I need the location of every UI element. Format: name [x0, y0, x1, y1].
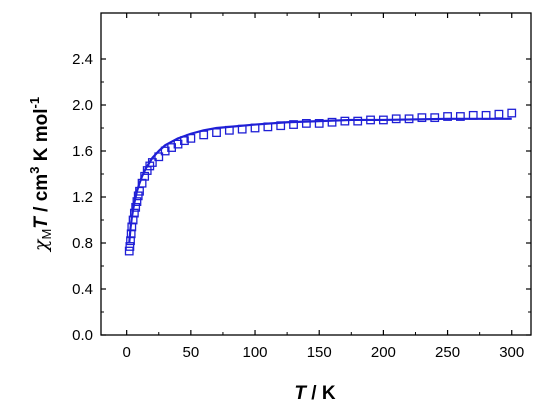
x-axis-unit: / K — [306, 383, 336, 404]
data-point — [455, 112, 465, 121]
y-axis-superscript-2: -1 — [27, 97, 42, 109]
y-tick-label: 1.6 — [72, 143, 93, 160]
data-point — [199, 130, 209, 140]
data-point — [289, 120, 298, 129]
y-tick-label: 0.8 — [72, 235, 93, 252]
data-point — [154, 152, 164, 162]
y-tick-label: 2.0 — [72, 97, 93, 114]
y-axis-symbol: χ — [30, 238, 52, 253]
y-tick-label: 2.4 — [72, 51, 93, 68]
x-tick-label: 50 — [183, 344, 200, 361]
data-point — [507, 108, 517, 118]
data-point — [129, 208, 139, 218]
data-point — [327, 117, 337, 127]
x-tick-label: 250 — [435, 344, 460, 361]
x-tick-label: 0 — [122, 344, 130, 361]
y-axis-title: χMT / cm3 K mol-1 — [27, 97, 54, 253]
data-point — [131, 202, 141, 212]
x-axis-title: T / K — [294, 383, 335, 404]
data-point — [494, 109, 504, 119]
data-point — [353, 116, 363, 126]
x-tick-label: 100 — [243, 344, 268, 361]
data-point — [132, 197, 142, 207]
y-tick-label: 1.2 — [72, 189, 93, 206]
data-point — [301, 119, 311, 128]
data-point — [212, 128, 221, 138]
y-axis-unit-2: K mol — [31, 108, 52, 166]
tick-labels: 0 50 100 150 200 250 300 0.0 0.4 0.8 1.2 1.6 2.0 2.4 — [72, 51, 524, 361]
y-axis-subscript: M — [39, 229, 54, 240]
y-axis-superscript-1: 3 — [27, 167, 42, 174]
axis-ticks — [101, 13, 531, 336]
data-point — [133, 191, 143, 201]
y-tick-label: 0.0 — [72, 327, 93, 344]
x-axis-variable: T — [294, 383, 307, 404]
data-point — [430, 113, 440, 123]
data-point — [443, 112, 452, 121]
data-point — [124, 246, 134, 256]
x-tick-label: 300 — [499, 344, 524, 361]
data-point — [417, 113, 427, 123]
y-axis-unit: / cm — [31, 174, 52, 217]
data-point — [314, 119, 324, 128]
y-tick-label: 0.4 — [72, 281, 93, 298]
series-layer — [124, 108, 517, 256]
fit-line — [128, 117, 512, 244]
x-tick-label: 200 — [371, 344, 396, 361]
x-tick-label: 150 — [307, 344, 332, 361]
y-axis-variable: T — [31, 216, 52, 229]
plot-frame — [100, 12, 532, 336]
